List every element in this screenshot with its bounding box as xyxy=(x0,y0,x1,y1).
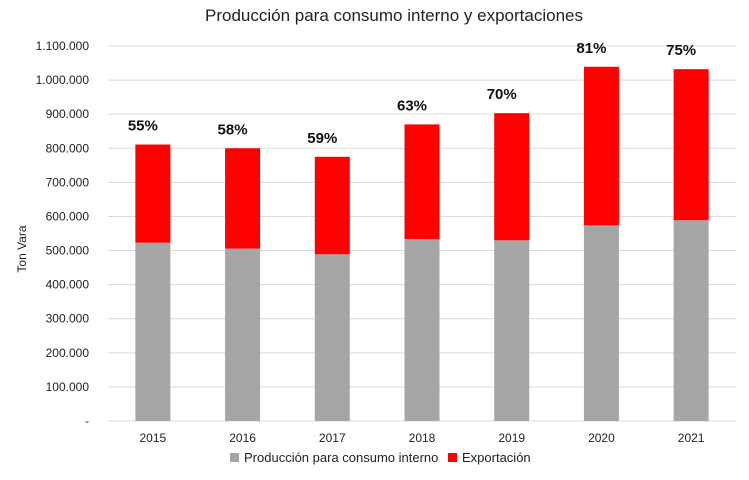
x-tick-label: 2017 xyxy=(319,431,346,445)
bar-exportacion xyxy=(225,148,261,249)
x-tick-label: 2015 xyxy=(140,431,167,445)
bar-percentage-label: 59% xyxy=(307,130,337,147)
y-tick-label: 900.000 xyxy=(46,107,90,121)
bar-percentage-label: 63% xyxy=(397,97,427,114)
bar-percentage-label: 58% xyxy=(218,121,248,138)
y-tick-label: 1.100.000 xyxy=(36,39,90,53)
bar-percentage-labels: 55% 58% 59% 63% 70% 81% 75% xyxy=(128,40,696,147)
bar-consumo-interno xyxy=(135,242,171,421)
bar-consumo-interno xyxy=(314,254,350,421)
legend-swatch-exportacion xyxy=(448,453,457,462)
y-tick-label: 1.000.000 xyxy=(36,73,90,87)
y-tick-label: 100.000 xyxy=(46,380,90,394)
chart-title: Producción para consumo interno y export… xyxy=(205,6,583,25)
y-axis-label: Ton Vara xyxy=(15,225,29,272)
bar-percentage-label: 70% xyxy=(487,86,517,103)
y-tick-label: 600.000 xyxy=(46,209,90,223)
bar-consumo-interno xyxy=(494,240,530,421)
bar-exportacion xyxy=(404,124,440,239)
bar-consumo-interno xyxy=(583,225,619,421)
bar-consumo-interno xyxy=(404,238,440,421)
x-tick-label: 2016 xyxy=(229,431,256,445)
bar-exportacion xyxy=(583,66,619,226)
y-tick-label: - xyxy=(85,414,89,428)
bar-exportacion xyxy=(494,113,530,241)
bar-percentage-label: 81% xyxy=(576,40,606,57)
bar-exportacion xyxy=(314,156,350,255)
y-tick-label: 300.000 xyxy=(46,312,90,326)
bar-consumo-interno xyxy=(673,220,709,421)
legend: Producción para consumo interno Exportaci… xyxy=(230,450,531,465)
legend-swatch-consumo-interno xyxy=(230,453,239,462)
legend-label: Producción para consumo interno xyxy=(244,450,438,465)
x-tick-label: 2019 xyxy=(498,431,525,445)
y-tick-label: 800.000 xyxy=(46,141,90,155)
x-axis-ticks: 2015 2016 2017 2018 2019 2020 2021 xyxy=(140,431,705,445)
bar-exportacion xyxy=(135,144,171,243)
bar-percentage-label: 55% xyxy=(128,118,158,135)
bar-consumo-interno xyxy=(225,248,261,421)
bars xyxy=(135,66,709,421)
bar-percentage-label: 75% xyxy=(666,42,696,59)
x-tick-label: 2018 xyxy=(409,431,436,445)
x-tick-label: 2020 xyxy=(588,431,615,445)
y-axis-ticks: - 100.000 200.000 300.000 400.000 500.000 600.… xyxy=(36,39,90,428)
y-tick-label: 200.000 xyxy=(46,346,90,360)
x-tick-label: 2021 xyxy=(678,431,705,445)
y-tick-label: 400.000 xyxy=(46,278,90,292)
y-tick-label: 700.000 xyxy=(46,175,90,189)
bar-exportacion xyxy=(673,69,709,221)
y-tick-label: 500.000 xyxy=(46,244,90,258)
legend-label: Exportación xyxy=(462,450,531,465)
